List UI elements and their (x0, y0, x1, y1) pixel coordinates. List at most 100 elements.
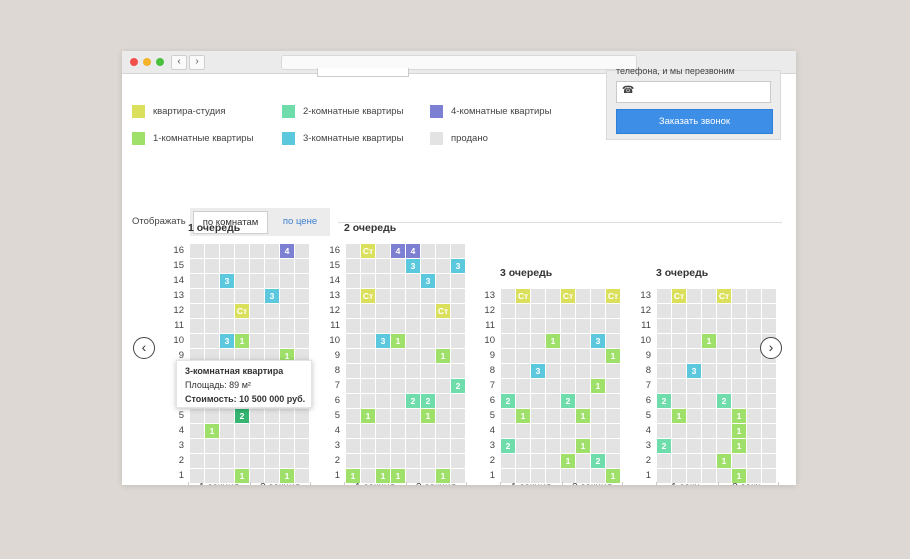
filter-by-rooms[interactable]: по комнатам (193, 211, 268, 234)
back-button[interactable]: ‹ (171, 55, 187, 70)
apartment-cell-available[interactable]: 4 (280, 244, 294, 258)
next-arrow-button[interactable]: › (760, 337, 782, 359)
apartment-cell-available[interactable]: 3 (531, 364, 545, 378)
apartment-cell-available[interactable]: 3 (376, 334, 390, 348)
section-label[interactable]: 1 секция (346, 482, 404, 485)
apartment-cell-available[interactable]: 1 (235, 469, 249, 483)
apartment-cell-sold (762, 364, 776, 378)
apartment-cell-available[interactable]: 2 (501, 394, 515, 408)
apartment-cell-sold (516, 304, 530, 318)
section-label[interactable]: 2 секц. (719, 482, 777, 485)
apartment-cell-available[interactable]: 3 (220, 334, 234, 348)
apartment-cell-sold (546, 319, 560, 333)
floor-label: 11 (485, 320, 495, 331)
apartment-cell-sold (391, 349, 405, 363)
apartment-cell-available[interactable]: 2 (421, 394, 435, 408)
apartment-cell-available[interactable]: 2 (591, 454, 605, 468)
apartment-cell-available[interactable]: 3 (687, 364, 701, 378)
apartment-cell-available[interactable]: Ст (361, 244, 375, 258)
address-bar[interactable] (281, 55, 637, 70)
legend-label: 1-комнатные квартиры (153, 133, 254, 144)
apartment-cell-available[interactable]: 1 (361, 409, 375, 423)
apartment-cell-available[interactable]: 1 (391, 334, 405, 348)
apartment-cell-available[interactable]: 1 (717, 454, 731, 468)
prev-arrow-button[interactable]: ‹ (133, 337, 155, 359)
apartment-cell-available[interactable]: 2 (406, 394, 420, 408)
apartment-cell-available[interactable]: 1 (391, 469, 405, 483)
apartment-cell-available[interactable]: 3 (591, 334, 605, 348)
apartment-cell-available[interactable]: Ст (606, 289, 620, 303)
partial-button[interactable] (317, 68, 409, 77)
apartment-cell-available[interactable]: 1 (576, 439, 590, 453)
apartment-cell-available[interactable]: 1 (280, 469, 294, 483)
apartment-cell-available[interactable]: 3 (451, 259, 465, 273)
apartment-cell-available[interactable]: Ст (235, 304, 249, 318)
apartment-cell-sold (265, 319, 279, 333)
apartment-cell-available[interactable]: 4 (406, 244, 420, 258)
section-label[interactable]: 2 секция (407, 482, 465, 485)
apartment-cell-available[interactable]: 1 (346, 469, 360, 483)
section-label[interactable]: 1 секция (190, 482, 248, 485)
apartment-cell-sold (406, 469, 420, 483)
forward-button[interactable]: › (189, 55, 205, 70)
apartment-cell-sold (250, 439, 264, 453)
filter-by-price[interactable]: по цене (282, 216, 318, 227)
apartment-cell-sold (687, 334, 701, 348)
minimize-window-dot[interactable] (143, 58, 151, 66)
apartment-cell-available[interactable]: 1 (280, 349, 294, 363)
apartment-cell-available[interactable]: 1 (561, 454, 575, 468)
apartment-cell-available[interactable]: 2 (657, 439, 671, 453)
close-window-dot[interactable] (130, 58, 138, 66)
section-divider (500, 482, 501, 485)
apartment-cell-sold (376, 364, 390, 378)
maximize-window-dot[interactable] (156, 58, 164, 66)
apartment-cell-available[interactable]: 2 (717, 394, 731, 408)
apartment-cell-available[interactable]: 1 (576, 409, 590, 423)
floor-label: 6 (334, 395, 340, 406)
section-label[interactable]: 1 секция (502, 482, 560, 485)
apartment-cell-available[interactable]: 4 (391, 244, 405, 258)
section-label[interactable]: 2 секция (563, 482, 621, 485)
apartment-cell-available[interactable]: 3 (421, 274, 435, 288)
apartment-cell-available[interactable]: 3 (220, 274, 234, 288)
apartment-cell-available[interactable]: 1 (606, 349, 620, 363)
apartment-cell-available[interactable]: 1 (702, 334, 716, 348)
apartment-cell-available[interactable]: 1 (732, 424, 746, 438)
apartment-cell-available[interactable]: 1 (732, 469, 746, 483)
apartment-cell-available[interactable]: 1 (732, 409, 746, 423)
apartment-cell-available[interactable]: 3 (406, 259, 420, 273)
apartment-cell-available[interactable]: 1 (672, 409, 686, 423)
apartment-cell-available[interactable]: 1 (376, 469, 390, 483)
section-label[interactable]: 2 секция (251, 482, 309, 485)
apartment-cell-available[interactable]: 1 (421, 409, 435, 423)
apartment-cell-available[interactable]: 1 (436, 349, 450, 363)
apartment-cell-available[interactable]: 2 (501, 439, 515, 453)
apartment-cell-available[interactable]: Ст (516, 289, 530, 303)
order-call-button[interactable]: Заказать звонок (616, 109, 773, 134)
apartment-cell-available[interactable]: 2 (451, 379, 465, 393)
apartment-cell-sold (295, 469, 309, 483)
section-label[interactable]: 1 секц. (658, 482, 716, 485)
apartment-cell-available[interactable]: Ст (717, 289, 731, 303)
apartment-cell-sold (295, 274, 309, 288)
apartment-cell-available[interactable]: 1 (205, 424, 219, 438)
apartment-cell-available[interactable]: 2 (561, 394, 575, 408)
apartment-cell-available[interactable]: Ст (672, 289, 686, 303)
phone-field[interactable]: ☎ (616, 81, 771, 103)
apartment-cell-available[interactable]: 1 (235, 334, 249, 348)
apartment-cell-sold (717, 409, 731, 423)
apartment-cell-available[interactable]: Ст (561, 289, 575, 303)
apartment-cell-available[interactable]: 1 (732, 439, 746, 453)
section-divider (406, 482, 407, 485)
apartment-cell-available[interactable]: 1 (606, 469, 620, 483)
apartment-cell-available[interactable]: 1 (591, 379, 605, 393)
apartment-cell-available[interactable]: 1 (546, 334, 560, 348)
apartment-cell-selected[interactable]: 2 (235, 409, 249, 423)
apartment-cell-available[interactable]: Ст (436, 304, 450, 318)
apartment-cell-available[interactable]: Ст (361, 289, 375, 303)
apartment-cell-available[interactable]: 1 (436, 469, 450, 483)
apartment-cell-available[interactable]: 2 (657, 394, 671, 408)
apartment-cell-available[interactable]: 3 (265, 289, 279, 303)
apartment-cell-sold (421, 289, 435, 303)
apartment-cell-available[interactable]: 1 (516, 409, 530, 423)
